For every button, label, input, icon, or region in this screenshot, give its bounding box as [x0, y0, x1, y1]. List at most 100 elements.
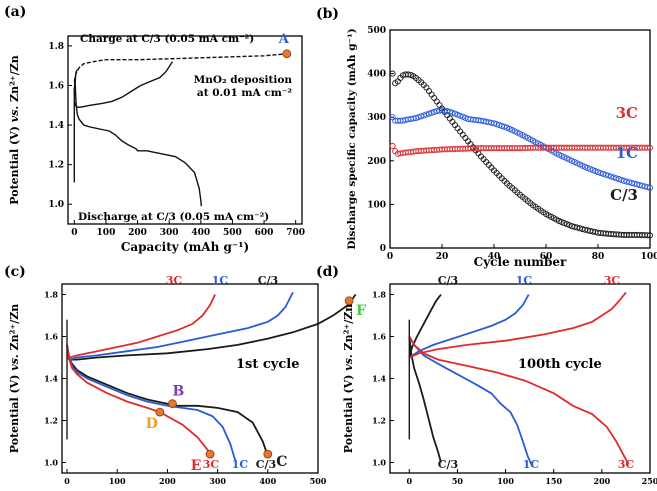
panel-label-a: (a) — [4, 4, 26, 20]
y-tick-label: 1.8 — [44, 290, 58, 300]
x-tick-label: 0 — [64, 476, 70, 486]
x-tick-label: 0 — [406, 476, 412, 486]
point-3C — [646, 144, 654, 151]
point-1C — [490, 120, 498, 127]
panel-label-b: (b) — [316, 6, 339, 22]
y-tick-label: 1.8 — [48, 42, 64, 52]
discharge-curve-1C — [408, 336, 534, 468]
x-tick-label: 700 — [286, 228, 305, 238]
curve-a-0 — [73, 77, 203, 207]
point-1C — [501, 123, 508, 130]
x-tick-label: 50 — [452, 476, 464, 486]
x-tick-label: 80 — [592, 252, 605, 262]
y-tick-label: 300 — [367, 113, 386, 123]
x-tick-label: 200 — [594, 476, 611, 486]
series-1C — [389, 107, 654, 191]
charge-curve-1C — [66, 291, 294, 361]
panel-label: (c) — [4, 264, 26, 280]
point-1C — [605, 172, 612, 179]
point-1C — [425, 110, 433, 117]
x-tick-label: 60 — [540, 252, 553, 262]
point-3C — [389, 142, 396, 150]
y-axis-label: Potential (V) vs. Zn²⁺/Zn — [342, 304, 355, 454]
y-tick-label: 100 — [367, 200, 386, 210]
marker-C — [263, 449, 273, 459]
y-tick-label: 1.0 — [48, 200, 64, 210]
point-1C — [423, 111, 430, 118]
y-tick-label: 1.4 — [372, 374, 386, 384]
y-tick-label: 0 — [380, 244, 386, 254]
x-tick-label: 250 — [642, 476, 657, 486]
charge-curve-3C — [408, 291, 627, 359]
cycle-annotation: 1st cycle — [236, 357, 300, 372]
legend-label-1C: 1C — [616, 144, 638, 162]
annotation-discharge: Discharge at C/3 (0.05 mA cm⁻²) — [78, 211, 269, 223]
point-C/3 — [433, 98, 440, 105]
point-1C — [415, 114, 422, 121]
end-label-3C: 3C — [203, 458, 220, 471]
end-label-1C: 1C — [523, 458, 540, 471]
curve-a-2 — [73, 53, 287, 82]
y-tick-label: 1.6 — [48, 81, 64, 91]
point-1C — [602, 171, 609, 178]
y-tick-label: 1.0 — [44, 458, 58, 468]
x-tick-label: 100 — [497, 476, 514, 486]
point-1C — [600, 170, 607, 177]
x-axis-label: Cycle number — [474, 255, 567, 269]
end-label-3C: 3C — [618, 458, 635, 471]
legend-label-3C: 3C — [616, 104, 638, 122]
cycle-annotation: 100th cycle — [518, 357, 602, 372]
x-tick-label: 500 — [223, 228, 242, 238]
point-1C — [428, 109, 435, 116]
y-tick-label: 1.2 — [372, 416, 386, 426]
y-tick-label: 1.4 — [48, 121, 64, 131]
point-C/3 — [431, 94, 438, 102]
point-1C — [610, 174, 617, 181]
end-label-1C: 1C — [516, 274, 533, 287]
curve-a-1 — [73, 61, 173, 108]
y-axis-label: Potential (V) vs. Zn²⁺/Zn — [8, 55, 21, 205]
annotation-deposition-2: at 0.01 mA cm⁻² — [197, 87, 292, 99]
point-1C — [493, 121, 500, 128]
marker-B — [168, 399, 177, 409]
y-tick-label: 1.2 — [44, 416, 58, 426]
x-axis-label: Capacity (mAh g⁻¹) — [121, 240, 249, 254]
discharge-curve-C/3 — [408, 336, 442, 463]
point-C/3 — [389, 70, 396, 77]
point-1C — [444, 108, 451, 115]
end-label-1C: 1C — [232, 458, 249, 471]
point-1C — [594, 169, 602, 176]
marker-D — [155, 407, 165, 417]
discharge-curve-3C — [66, 344, 214, 457]
annotation-charge: Charge at C/3 (0.05 mA cm⁻²) — [80, 33, 254, 45]
marker-A — [282, 49, 292, 59]
point-1C — [613, 175, 620, 182]
point-C/3 — [436, 101, 443, 109]
point-1C — [446, 108, 453, 116]
x-tick-label: 600 — [255, 228, 274, 238]
end-label-C/3: C/3 — [438, 458, 458, 471]
charge-curve-3C — [67, 294, 216, 359]
x-tick-label: 0 — [71, 228, 77, 238]
discharge-curve-1C — [66, 344, 237, 461]
y-tick-label: 400 — [367, 70, 386, 80]
x-tick-label: 400 — [191, 228, 210, 238]
end-label-3C: 3C — [166, 274, 183, 287]
legend-label-C/3: C/3 — [610, 186, 638, 204]
y-tick-label: 1.6 — [372, 332, 386, 342]
x-tick-label: 100 — [641, 252, 657, 262]
series-C/3 — [389, 70, 654, 239]
x-tick-label: 100 — [109, 476, 126, 486]
x-tick-label: 100 — [97, 228, 116, 238]
point-1C — [597, 169, 604, 177]
y-axis-label-text: Potential (V) vs. Zn²⁺/Zn — [8, 55, 21, 205]
point-3C — [644, 144, 651, 151]
y-tick-label: 1.6 — [44, 332, 58, 342]
point-1C — [496, 121, 503, 129]
panel-1-axes: 0 20 40 60 80 100 0 100 200 300 400 500 — [367, 26, 657, 262]
point-1C — [607, 173, 615, 180]
plot-frame — [67, 35, 303, 225]
point-1C — [418, 113, 425, 120]
x-tick-label: 500 — [310, 476, 327, 486]
point-1C — [420, 112, 427, 119]
